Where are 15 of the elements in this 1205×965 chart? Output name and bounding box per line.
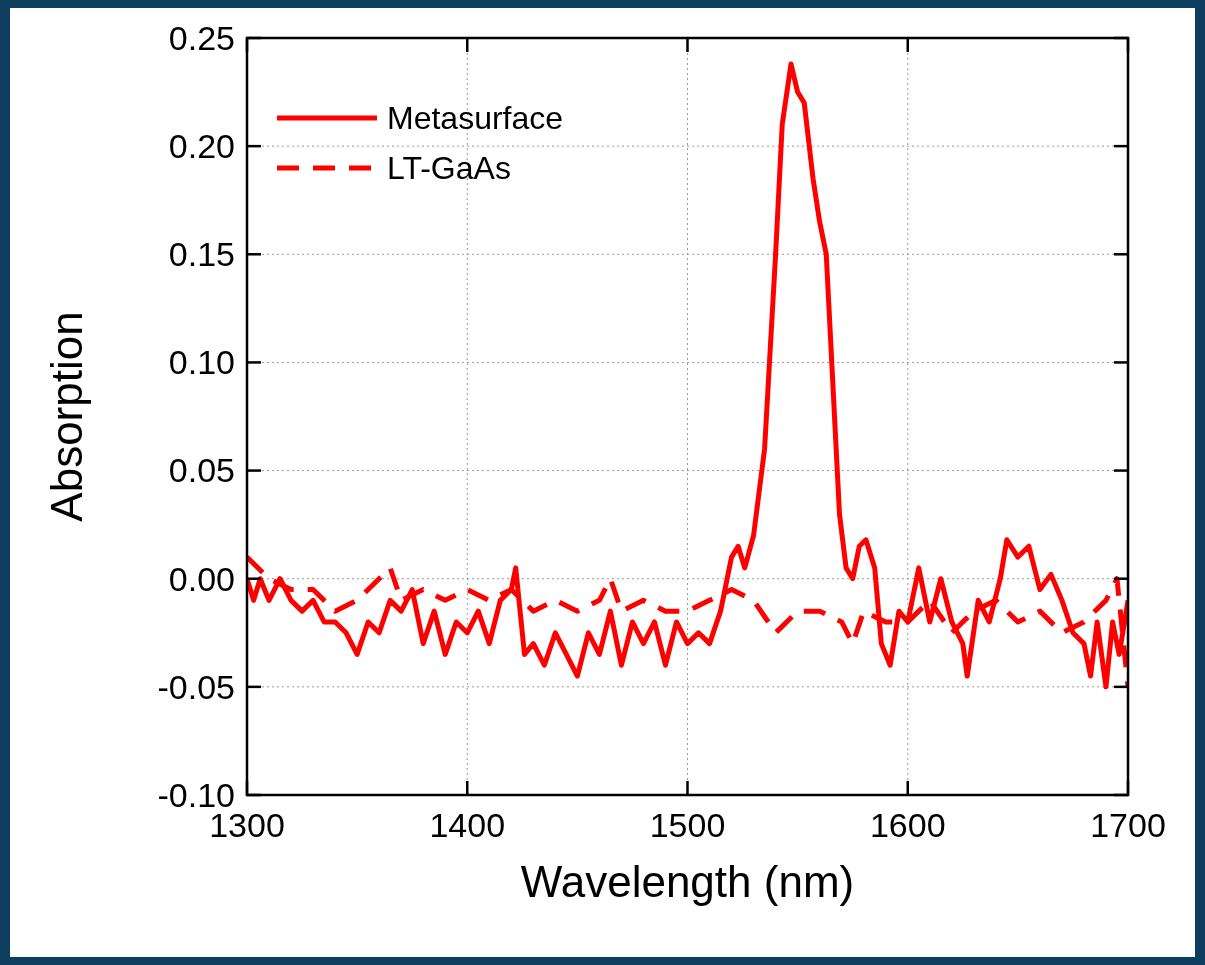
y-tick-label: 0.00 <box>168 559 235 598</box>
y-axis-title: Absorption <box>42 311 91 522</box>
y-tick-label: 0.10 <box>168 343 235 382</box>
legend-label: LT-GaAs <box>387 150 511 187</box>
y-tick-label: 0.25 <box>168 18 235 57</box>
legend-label: Metasurface <box>387 100 564 137</box>
x-tick-label: 1600 <box>869 806 946 844</box>
x-tick-label: 1500 <box>649 806 726 844</box>
x-tick-label: 1400 <box>429 806 506 844</box>
x-tick-label: 1700 <box>1090 806 1166 844</box>
y-tick-label: 0.20 <box>168 127 235 166</box>
y-tick-label: -0.05 <box>157 667 235 706</box>
y-tick-label: 0.15 <box>168 235 235 274</box>
x-axis-title: Wavelength (nm) <box>520 857 855 906</box>
y-tick-label: 0.05 <box>168 451 235 490</box>
